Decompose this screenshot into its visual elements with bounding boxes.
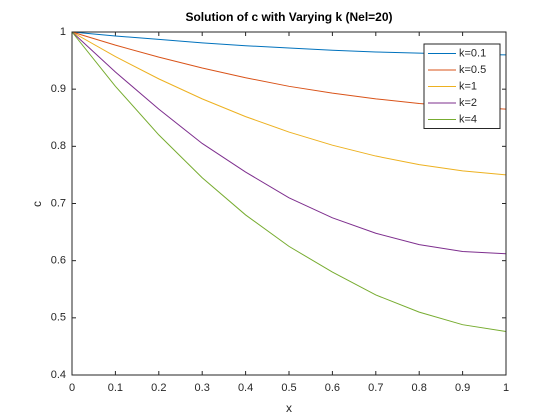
series-line	[71, 31, 507, 176]
legend-label: k=1	[459, 80, 477, 92]
legend-label: k=0.5	[459, 64, 486, 76]
y-tick-label: 0.5	[51, 312, 66, 324]
chart-title: Solution of c with Varying k (Nel=20)	[185, 10, 392, 24]
series-line	[71, 31, 507, 255]
legend-label: k=2	[459, 97, 477, 109]
y-tick-label: 0.4	[51, 369, 66, 381]
x-tick-label: 0.6	[325, 382, 340, 394]
x-tick-label: 0.1	[108, 382, 123, 394]
y-tick-label: 1	[60, 26, 66, 38]
x-tick-label: 0.9	[455, 382, 470, 394]
x-tick-label: 0.7	[368, 382, 383, 394]
x-tick-label: 0.5	[281, 382, 296, 394]
series-line	[71, 31, 507, 333]
y-axis-label: c	[30, 201, 44, 207]
x-tick-label: 0.3	[195, 382, 210, 394]
y-tick-label: 0.7	[51, 197, 66, 209]
axes-box	[71, 31, 507, 376]
y-tick-label: 0.8	[51, 140, 66, 152]
x-tick-label: 0	[69, 382, 75, 394]
y-tick-label: 0.9	[51, 83, 66, 95]
x-tick-label: 0.2	[151, 382, 166, 394]
x-axis-label: x	[286, 401, 292, 415]
legend-label: k=4	[459, 113, 477, 125]
y-tick-label: 0.6	[51, 255, 66, 267]
legend-label: k=0.1	[459, 47, 486, 59]
x-tick-label: 0.8	[412, 382, 427, 394]
x-tick-label: 0.4	[238, 382, 253, 394]
x-tick-label: 1	[503, 382, 509, 394]
